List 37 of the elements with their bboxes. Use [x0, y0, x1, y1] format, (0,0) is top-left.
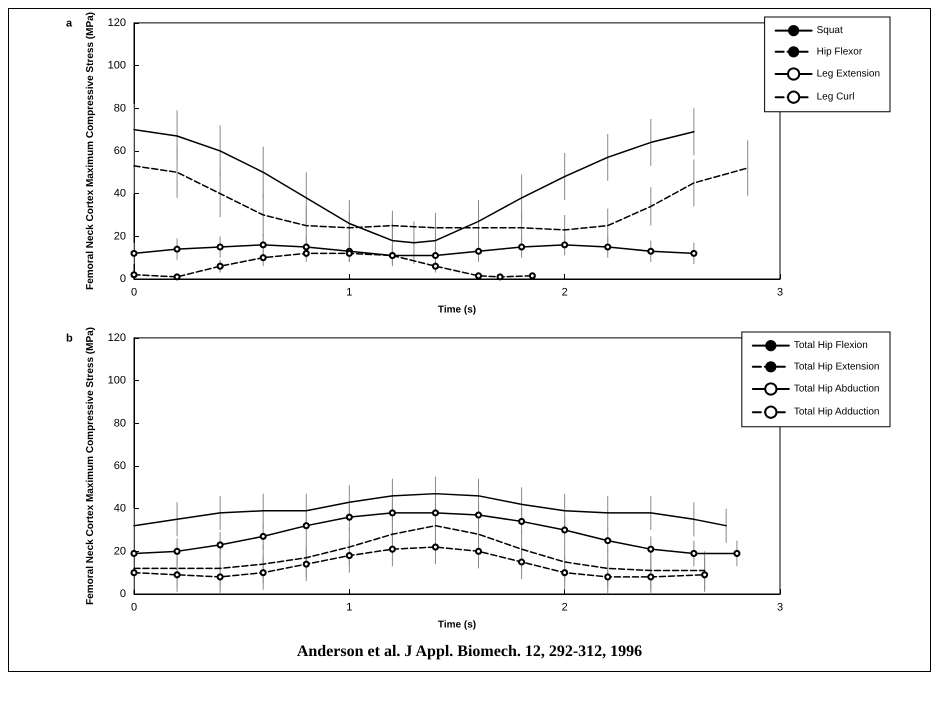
x-tick-label: 2	[562, 602, 568, 614]
legend-label: Total Hip Extension	[794, 361, 880, 372]
y-tick-label: 40	[114, 188, 126, 200]
legend-label: Hip Flexor	[816, 46, 863, 58]
legend-label: Total Hip Adduction	[794, 406, 880, 418]
chart-title: a	[66, 18, 73, 30]
text: Anderson et al. J Appl. Biomech. 12, 292-312, 1996	[296, 642, 644, 662]
y-tick-label: 60	[114, 460, 126, 472]
x-tick-label: 0	[130, 602, 138, 614]
x-tick-label: 2	[562, 286, 568, 298]
y-tick-label: 0	[120, 273, 126, 285]
y-tick-label: 60	[114, 144, 126, 157]
legend-label: Leg Extension	[816, 68, 880, 80]
y-tick-label: 80	[114, 417, 126, 430]
legend-label: Total Hip Abduction	[794, 384, 880, 394]
legend-label: Total Hip Flexion	[794, 340, 868, 352]
x-tick-label: 1	[346, 286, 352, 298]
y-tick-label: 20	[114, 230, 126, 242]
x-tick-label: 1	[346, 602, 352, 614]
y-tick-label: 40	[114, 502, 126, 515]
y-tick-label: 20	[114, 545, 126, 558]
chart-title: b	[66, 332, 73, 344]
y-tick-label: 120	[108, 16, 126, 29]
y-tick-label: 0	[120, 588, 126, 600]
legend-label: Squat	[816, 25, 843, 36]
x-tick-label: 3	[776, 286, 784, 298]
x-axis-title: Time (s)	[438, 304, 476, 316]
legend-label: Leg Curl	[816, 92, 854, 103]
y-tick-label: 80	[114, 102, 126, 114]
y-tick-label: 100	[108, 374, 126, 387]
x-tick-label: 0	[130, 286, 138, 298]
y-axis-title: Femoral Neck Cortex Maximum Compressive Stress (MPa)	[85, 12, 96, 290]
x-axis-title: Time (s)	[438, 620, 476, 630]
x-tick-label: 3	[776, 602, 784, 614]
y-tick-label: 120	[108, 332, 126, 344]
y-axis-title: Femoral Neck Cortex Maximum Compressive Stress (MPa)	[85, 326, 96, 605]
y-tick-label: 100	[108, 60, 126, 72]
